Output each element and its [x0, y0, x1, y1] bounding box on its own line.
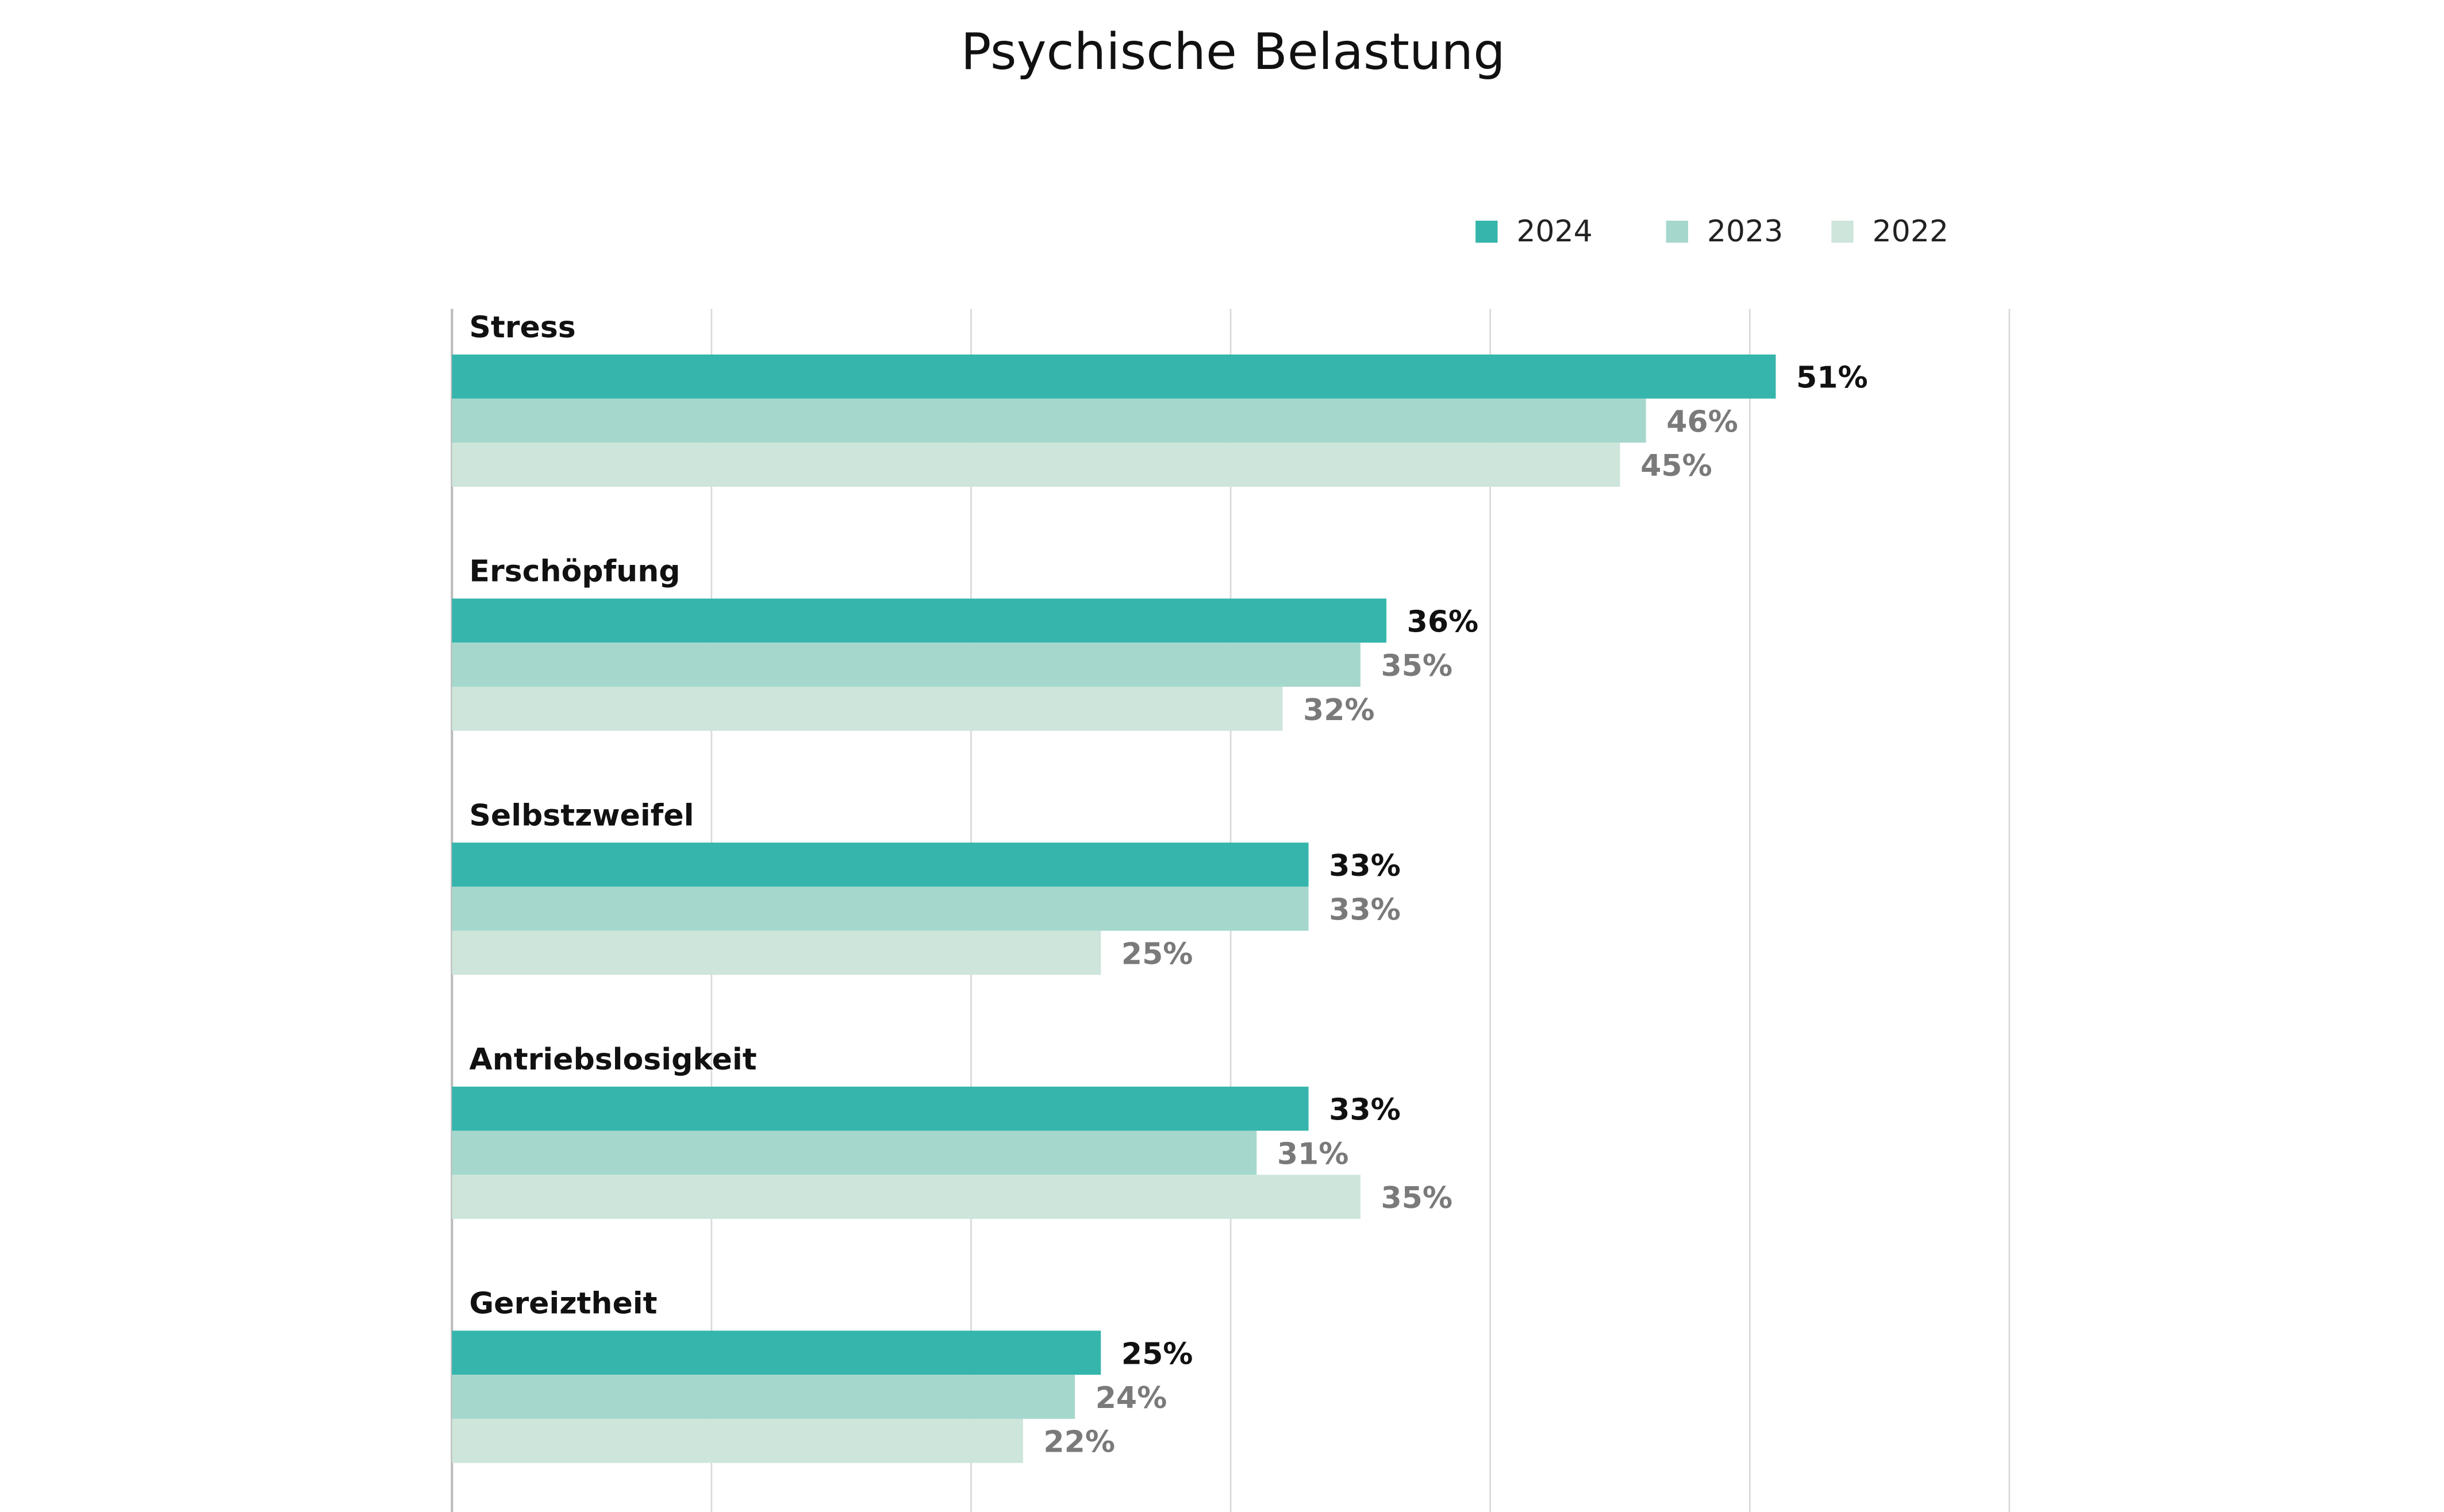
- value-label: 22%: [1043, 1425, 1115, 1460]
- legend-label: 2024: [1516, 214, 1592, 249]
- value-label: 33%: [1329, 849, 1401, 883]
- category-label: Antriebslosigkeit: [469, 1042, 756, 1077]
- bar: [452, 930, 1101, 975]
- bar: [452, 398, 1646, 443]
- value-label: 46%: [1666, 405, 1738, 439]
- bar: [452, 842, 1309, 887]
- bar: [452, 443, 1620, 487]
- value-label: 36%: [1407, 605, 1479, 639]
- legend-swatch: [1831, 221, 1854, 243]
- bar: [452, 686, 1283, 731]
- category-label: Gereiztheit: [469, 1287, 657, 1321]
- chart-title: Psychische Belastung: [961, 22, 1505, 81]
- bar: [452, 886, 1309, 931]
- legend-swatch: [1666, 221, 1688, 243]
- bar: [452, 1175, 1361, 1219]
- value-label: 25%: [1121, 1337, 1193, 1371]
- bar: [452, 1418, 1023, 1463]
- value-label: 25%: [1121, 937, 1193, 971]
- value-label: 31%: [1277, 1137, 1349, 1171]
- bar: [452, 642, 1361, 687]
- bar: [452, 1086, 1309, 1131]
- legend-label: 2023: [1707, 214, 1783, 249]
- bar: [452, 1330, 1101, 1375]
- bar: [452, 598, 1387, 643]
- value-label: 35%: [1381, 1181, 1452, 1215]
- value-label: 51%: [1796, 361, 1868, 395]
- value-label: 35%: [1381, 649, 1452, 683]
- category-label: Erschöpfung: [469, 555, 680, 589]
- value-label: 32%: [1303, 693, 1375, 728]
- value-label: 45%: [1640, 449, 1712, 483]
- category-label: Stress: [469, 310, 575, 345]
- bar: [452, 1375, 1075, 1419]
- value-label: 33%: [1329, 893, 1401, 928]
- value-label: 33%: [1329, 1093, 1401, 1128]
- category-label: Selbstzweifel: [469, 798, 694, 833]
- bar: [452, 1130, 1257, 1175]
- legend-swatch: [1475, 221, 1498, 243]
- legend-label: 2022: [1872, 214, 1948, 249]
- bar: [452, 354, 1776, 399]
- value-label: 24%: [1096, 1381, 1167, 1415]
